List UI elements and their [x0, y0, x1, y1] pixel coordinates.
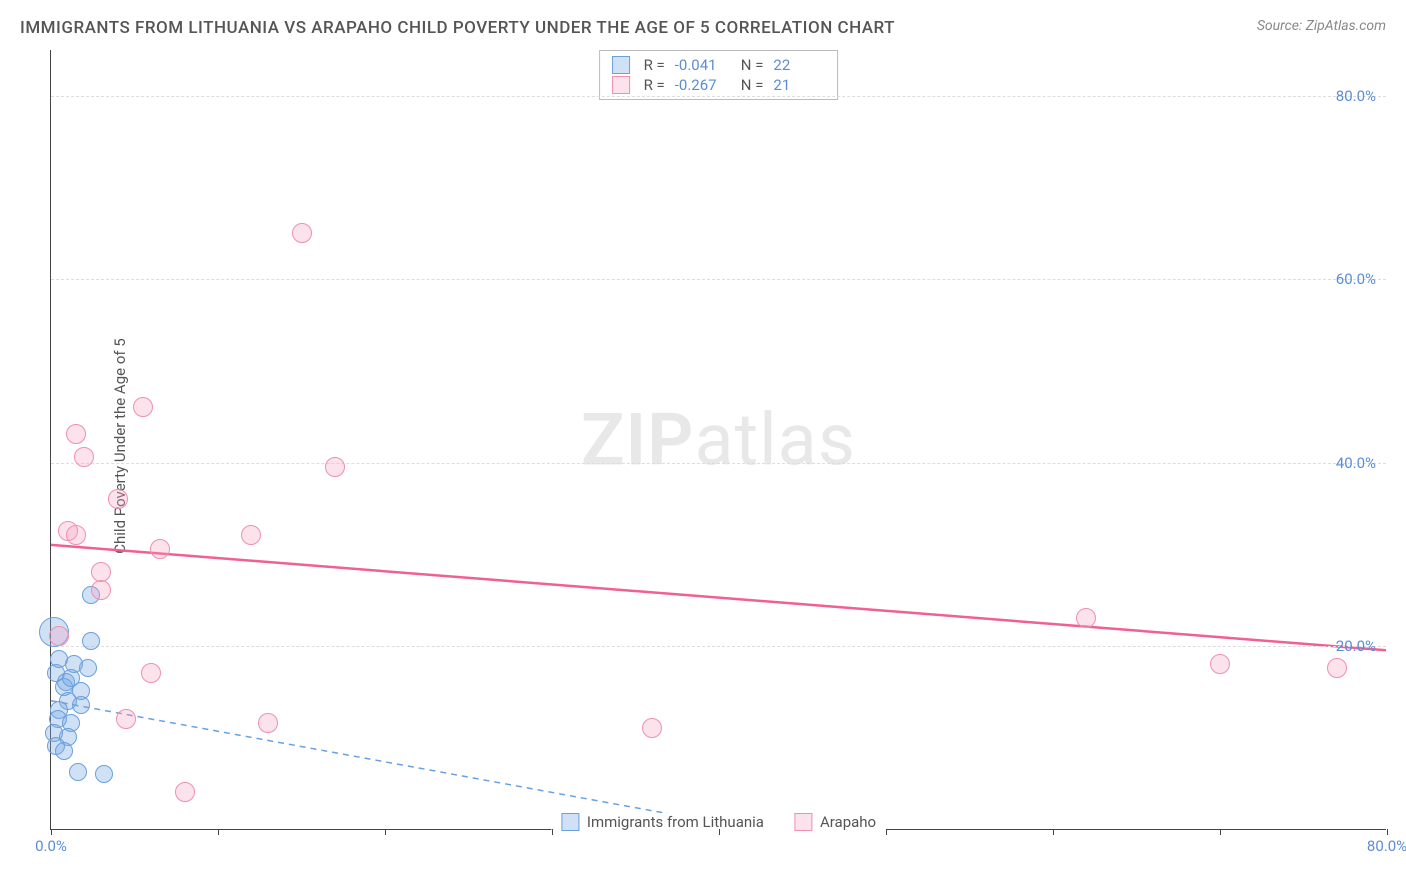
- data-point: [69, 763, 87, 781]
- data-point: [141, 663, 161, 683]
- data-point: [1327, 658, 1347, 678]
- x-tick: [552, 829, 553, 835]
- plot-area: ZIPatlas R = -0.041 N = 22 R = -0.267 N = 21 Im…: [50, 50, 1386, 830]
- y-tick-label: 80.0%: [1336, 87, 1376, 105]
- legend-swatch: [794, 813, 812, 831]
- legend-label: Arapaho: [820, 813, 876, 831]
- gridline: [51, 646, 1386, 647]
- data-point: [66, 525, 86, 545]
- source-attribution: Source: ZipAtlas.com: [1257, 18, 1386, 34]
- trend-line: [51, 545, 1386, 650]
- data-point: [91, 580, 111, 600]
- x-tick: [218, 829, 219, 835]
- trend-lines: [51, 50, 1386, 829]
- n-label: N =: [737, 56, 764, 74]
- data-point: [49, 626, 69, 646]
- data-point: [116, 709, 136, 729]
- x-tick: [719, 829, 720, 835]
- r-label: R =: [640, 56, 665, 74]
- r-value: -0.041: [675, 56, 727, 74]
- x-tick-label: 80.0%: [1367, 837, 1406, 855]
- chart-container: IMMIGRANTS FROM LITHUANIA VS ARAPAHO CHI…: [0, 0, 1406, 892]
- n-label: N =: [737, 76, 764, 94]
- x-tick: [385, 829, 386, 835]
- stats-row: R = -0.041 N = 22: [612, 55, 826, 75]
- x-tick: [51, 829, 52, 835]
- legend-label: Immigrants from Lithuania: [587, 813, 764, 831]
- stats-row: R = -0.267 N = 21: [612, 75, 826, 95]
- y-tick-label: 20.0%: [1336, 637, 1376, 655]
- legend-item: Arapaho: [794, 813, 876, 831]
- data-point: [55, 742, 73, 760]
- data-point: [62, 669, 80, 687]
- data-point: [241, 525, 261, 545]
- gridline: [51, 463, 1386, 464]
- x-tick: [886, 829, 887, 835]
- data-point: [292, 223, 312, 243]
- legend-swatch: [561, 813, 579, 831]
- stats-legend: R = -0.041 N = 22 R = -0.267 N = 21: [599, 50, 839, 100]
- data-point: [91, 562, 111, 582]
- data-point: [95, 765, 113, 783]
- gridline: [51, 279, 1386, 280]
- r-value: -0.267: [675, 76, 727, 94]
- data-point: [133, 397, 153, 417]
- series-swatch: [612, 56, 630, 74]
- data-point: [325, 457, 345, 477]
- data-point: [66, 424, 86, 444]
- x-tick: [1387, 829, 1388, 835]
- x-tick: [1220, 829, 1221, 835]
- data-point: [150, 539, 170, 559]
- watermark: ZIPatlas: [581, 397, 856, 482]
- data-point: [642, 718, 662, 738]
- legend-item: Immigrants from Lithuania: [561, 813, 764, 831]
- data-point: [1210, 654, 1230, 674]
- series-swatch: [612, 76, 630, 94]
- x-tick: [1053, 829, 1054, 835]
- data-point: [1076, 608, 1096, 628]
- gridline: [51, 96, 1386, 97]
- data-point: [82, 632, 100, 650]
- n-value: 22: [773, 56, 825, 74]
- chart-title: IMMIGRANTS FROM LITHUANIA VS ARAPAHO CHI…: [20, 18, 895, 38]
- r-label: R =: [640, 76, 665, 94]
- y-tick-label: 60.0%: [1336, 270, 1376, 288]
- n-value: 21: [773, 76, 825, 94]
- data-point: [74, 447, 94, 467]
- data-point: [175, 782, 195, 802]
- data-point: [108, 489, 128, 509]
- x-tick-label: 0.0%: [35, 837, 67, 855]
- data-point: [258, 713, 278, 733]
- y-tick-label: 40.0%: [1336, 454, 1376, 472]
